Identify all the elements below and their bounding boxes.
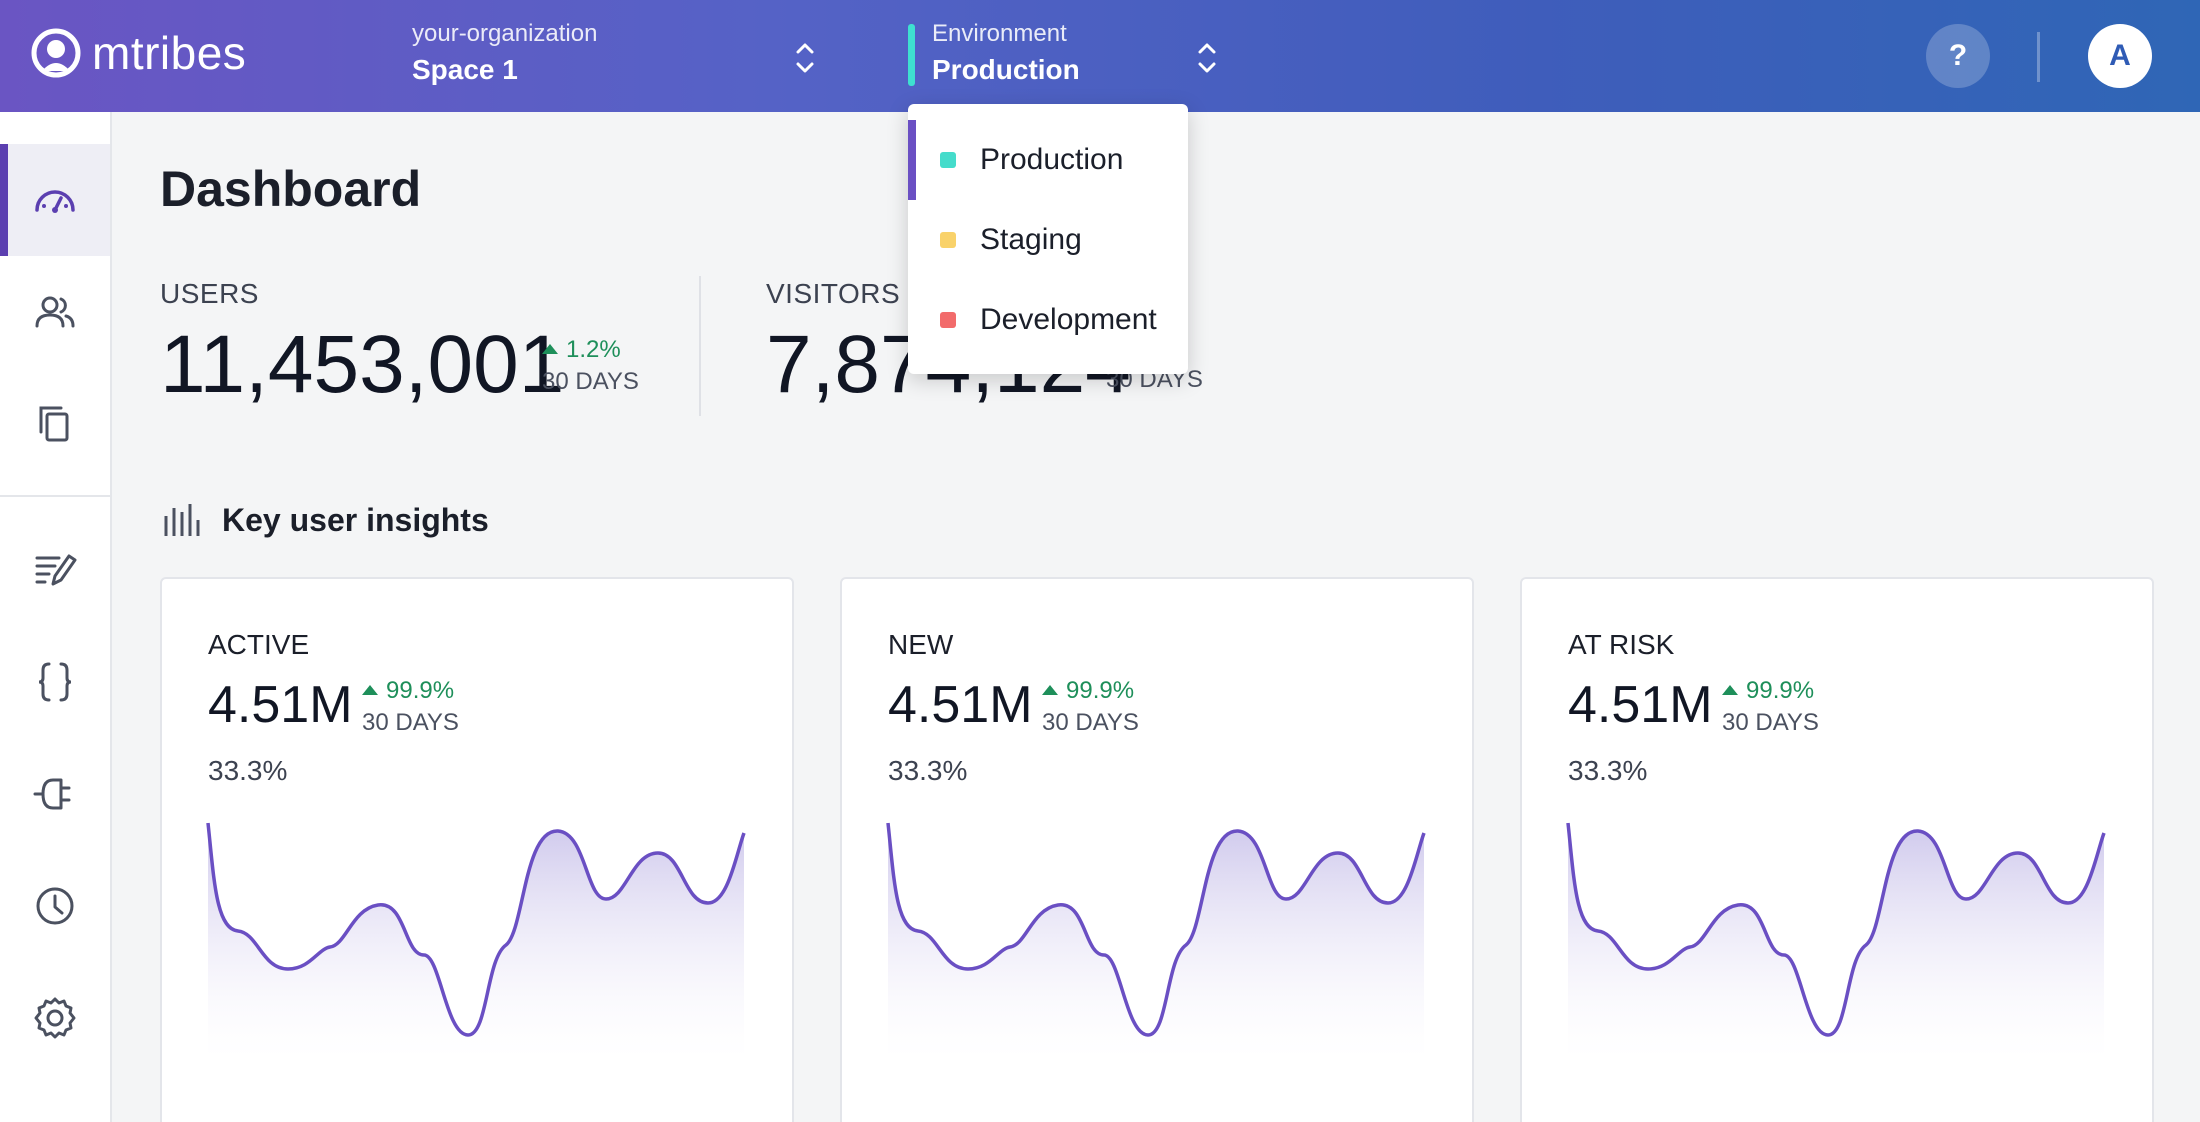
environment-dropdown: Production Staging Development: [908, 104, 1188, 374]
card-value: 4.51M: [208, 676, 353, 734]
env-option-label: Development: [980, 303, 1157, 336]
sparkline-area: [888, 823, 1424, 1059]
card-delta-value: 99.9%: [1746, 677, 1815, 704]
sparkline-chart: [206, 822, 746, 1059]
sidebar-item-settings[interactable]: [0, 962, 110, 1074]
logo-text: mtribes: [92, 27, 247, 79]
card-delta: 99.9% 30 DAYS: [1722, 677, 1819, 737]
users-icon: [35, 296, 75, 328]
section-title: Key user insights: [222, 501, 489, 538]
sparkline-line: [206, 822, 746, 1037]
users-delta-value: 1.2%: [566, 336, 621, 363]
plugin-icon: [33, 778, 71, 810]
logo[interactable]: mtribes: [30, 26, 246, 80]
env-color-dot: [940, 232, 956, 248]
sparkline-area: [1568, 823, 2104, 1059]
insight-card-at-risk[interactable]: AT RISK 4.51M 99.9% 30 DAYS 33.3%: [1520, 577, 2154, 1122]
env-option-development[interactable]: Development: [908, 280, 1188, 360]
card-value: 4.51M: [888, 676, 1033, 734]
users-stat-delta: 1.2% 30 DAYS: [542, 336, 639, 396]
card-delta: 99.9% 30 DAYS: [1042, 677, 1139, 737]
page-title: Dashboard: [160, 161, 422, 217]
users-stat: USERS 11,453,001: [160, 278, 564, 412]
edit-list-icon: [35, 554, 77, 586]
sparkline-line: [886, 822, 1426, 1037]
card-delta-period: 30 DAYS: [1042, 709, 1139, 736]
sidebar: [0, 112, 112, 1122]
sidebar-item-copy[interactable]: [0, 368, 110, 480]
trend-up-icon: [362, 685, 378, 695]
environment-accent-bar: [908, 24, 915, 86]
space-name: Space 1: [412, 54, 518, 85]
help-button[interactable]: ?: [1926, 24, 1990, 88]
card-label: ACTIVE: [208, 629, 310, 660]
org-space-selector[interactable]: your-organization Space 1: [412, 20, 597, 86]
visitors-stat-label: VISITORS: [766, 278, 901, 309]
card-value: 4.51M: [1568, 676, 1713, 734]
insight-card-new[interactable]: NEW 4.51M 99.9% 30 DAYS 33.3%: [840, 577, 1474, 1122]
users-delta-period: 30 DAYS: [542, 368, 639, 395]
trend-up-icon: [542, 344, 558, 354]
sidebar-item-users[interactable]: [0, 256, 110, 368]
user-avatar[interactable]: A: [2088, 24, 2152, 88]
env-option-label: Staging: [980, 223, 1082, 256]
card-label: AT RISK: [1568, 629, 1675, 660]
card-percent: 33.3%: [1568, 755, 1648, 786]
card-label: NEW: [888, 629, 954, 660]
sidebar-item-edit[interactable]: [0, 514, 110, 626]
settings-gear-icon: [34, 997, 76, 1039]
sidebar-divider: [0, 495, 110, 497]
history-clock-icon: [36, 887, 74, 925]
stat-divider: [699, 276, 701, 416]
bar-chart-icon: [164, 504, 200, 536]
env-option-label: Production: [980, 143, 1124, 176]
sparkline-chart: [1566, 822, 2106, 1059]
copy-icon: [39, 406, 69, 442]
sidebar-item-history[interactable]: [0, 850, 110, 962]
card-percent: 33.3%: [888, 755, 968, 786]
dashboard-gauge-icon: [35, 190, 75, 213]
sidebar-item-plugins[interactable]: [0, 738, 110, 850]
trend-up-icon: [1722, 685, 1738, 695]
env-option-staging[interactable]: Staging: [908, 200, 1188, 280]
card-delta: 99.9% 30 DAYS: [362, 677, 459, 737]
sidebar-item-dashboard[interactable]: [0, 144, 110, 256]
env-color-dot: [940, 152, 956, 168]
insight-card-active[interactable]: ACTIVE 4.51M 99.9% 30 DAYS 33.3%: [160, 577, 794, 1122]
mtribes-logo-icon: [31, 28, 81, 78]
card-delta-value: 99.9%: [386, 677, 455, 704]
header-divider: [2037, 32, 2040, 82]
environment-value: Production: [932, 54, 1080, 85]
environment-selector[interactable]: Environment Production: [932, 20, 1080, 86]
org-selector-chevron-icon[interactable]: [794, 38, 816, 78]
sparkline-chart: [886, 822, 1426, 1059]
users-stat-value: 11,453,001: [160, 319, 565, 410]
env-option-production[interactable]: Production: [908, 120, 1188, 200]
env-color-dot: [940, 312, 956, 328]
environment-selector-chevron-icon[interactable]: [1196, 38, 1218, 78]
card-delta-period: 30 DAYS: [1722, 709, 1819, 736]
key-insights-header: Key user insights: [162, 500, 489, 540]
top-bar: mtribes your-organization Space 1 Enviro…: [0, 0, 2200, 112]
users-stat-label: USERS: [160, 278, 259, 309]
org-name: your-organization: [412, 20, 598, 47]
trend-up-icon: [1042, 685, 1058, 695]
sparkline-area: [208, 823, 744, 1059]
card-delta-value: 99.9%: [1066, 677, 1135, 704]
card-delta-period: 30 DAYS: [362, 709, 459, 736]
card-percent: 33.3%: [208, 755, 288, 786]
sparkline-line: [1566, 822, 2106, 1037]
environment-label: Environment: [932, 20, 1067, 47]
sidebar-item-code[interactable]: [0, 626, 110, 738]
code-braces-icon: [38, 662, 72, 702]
